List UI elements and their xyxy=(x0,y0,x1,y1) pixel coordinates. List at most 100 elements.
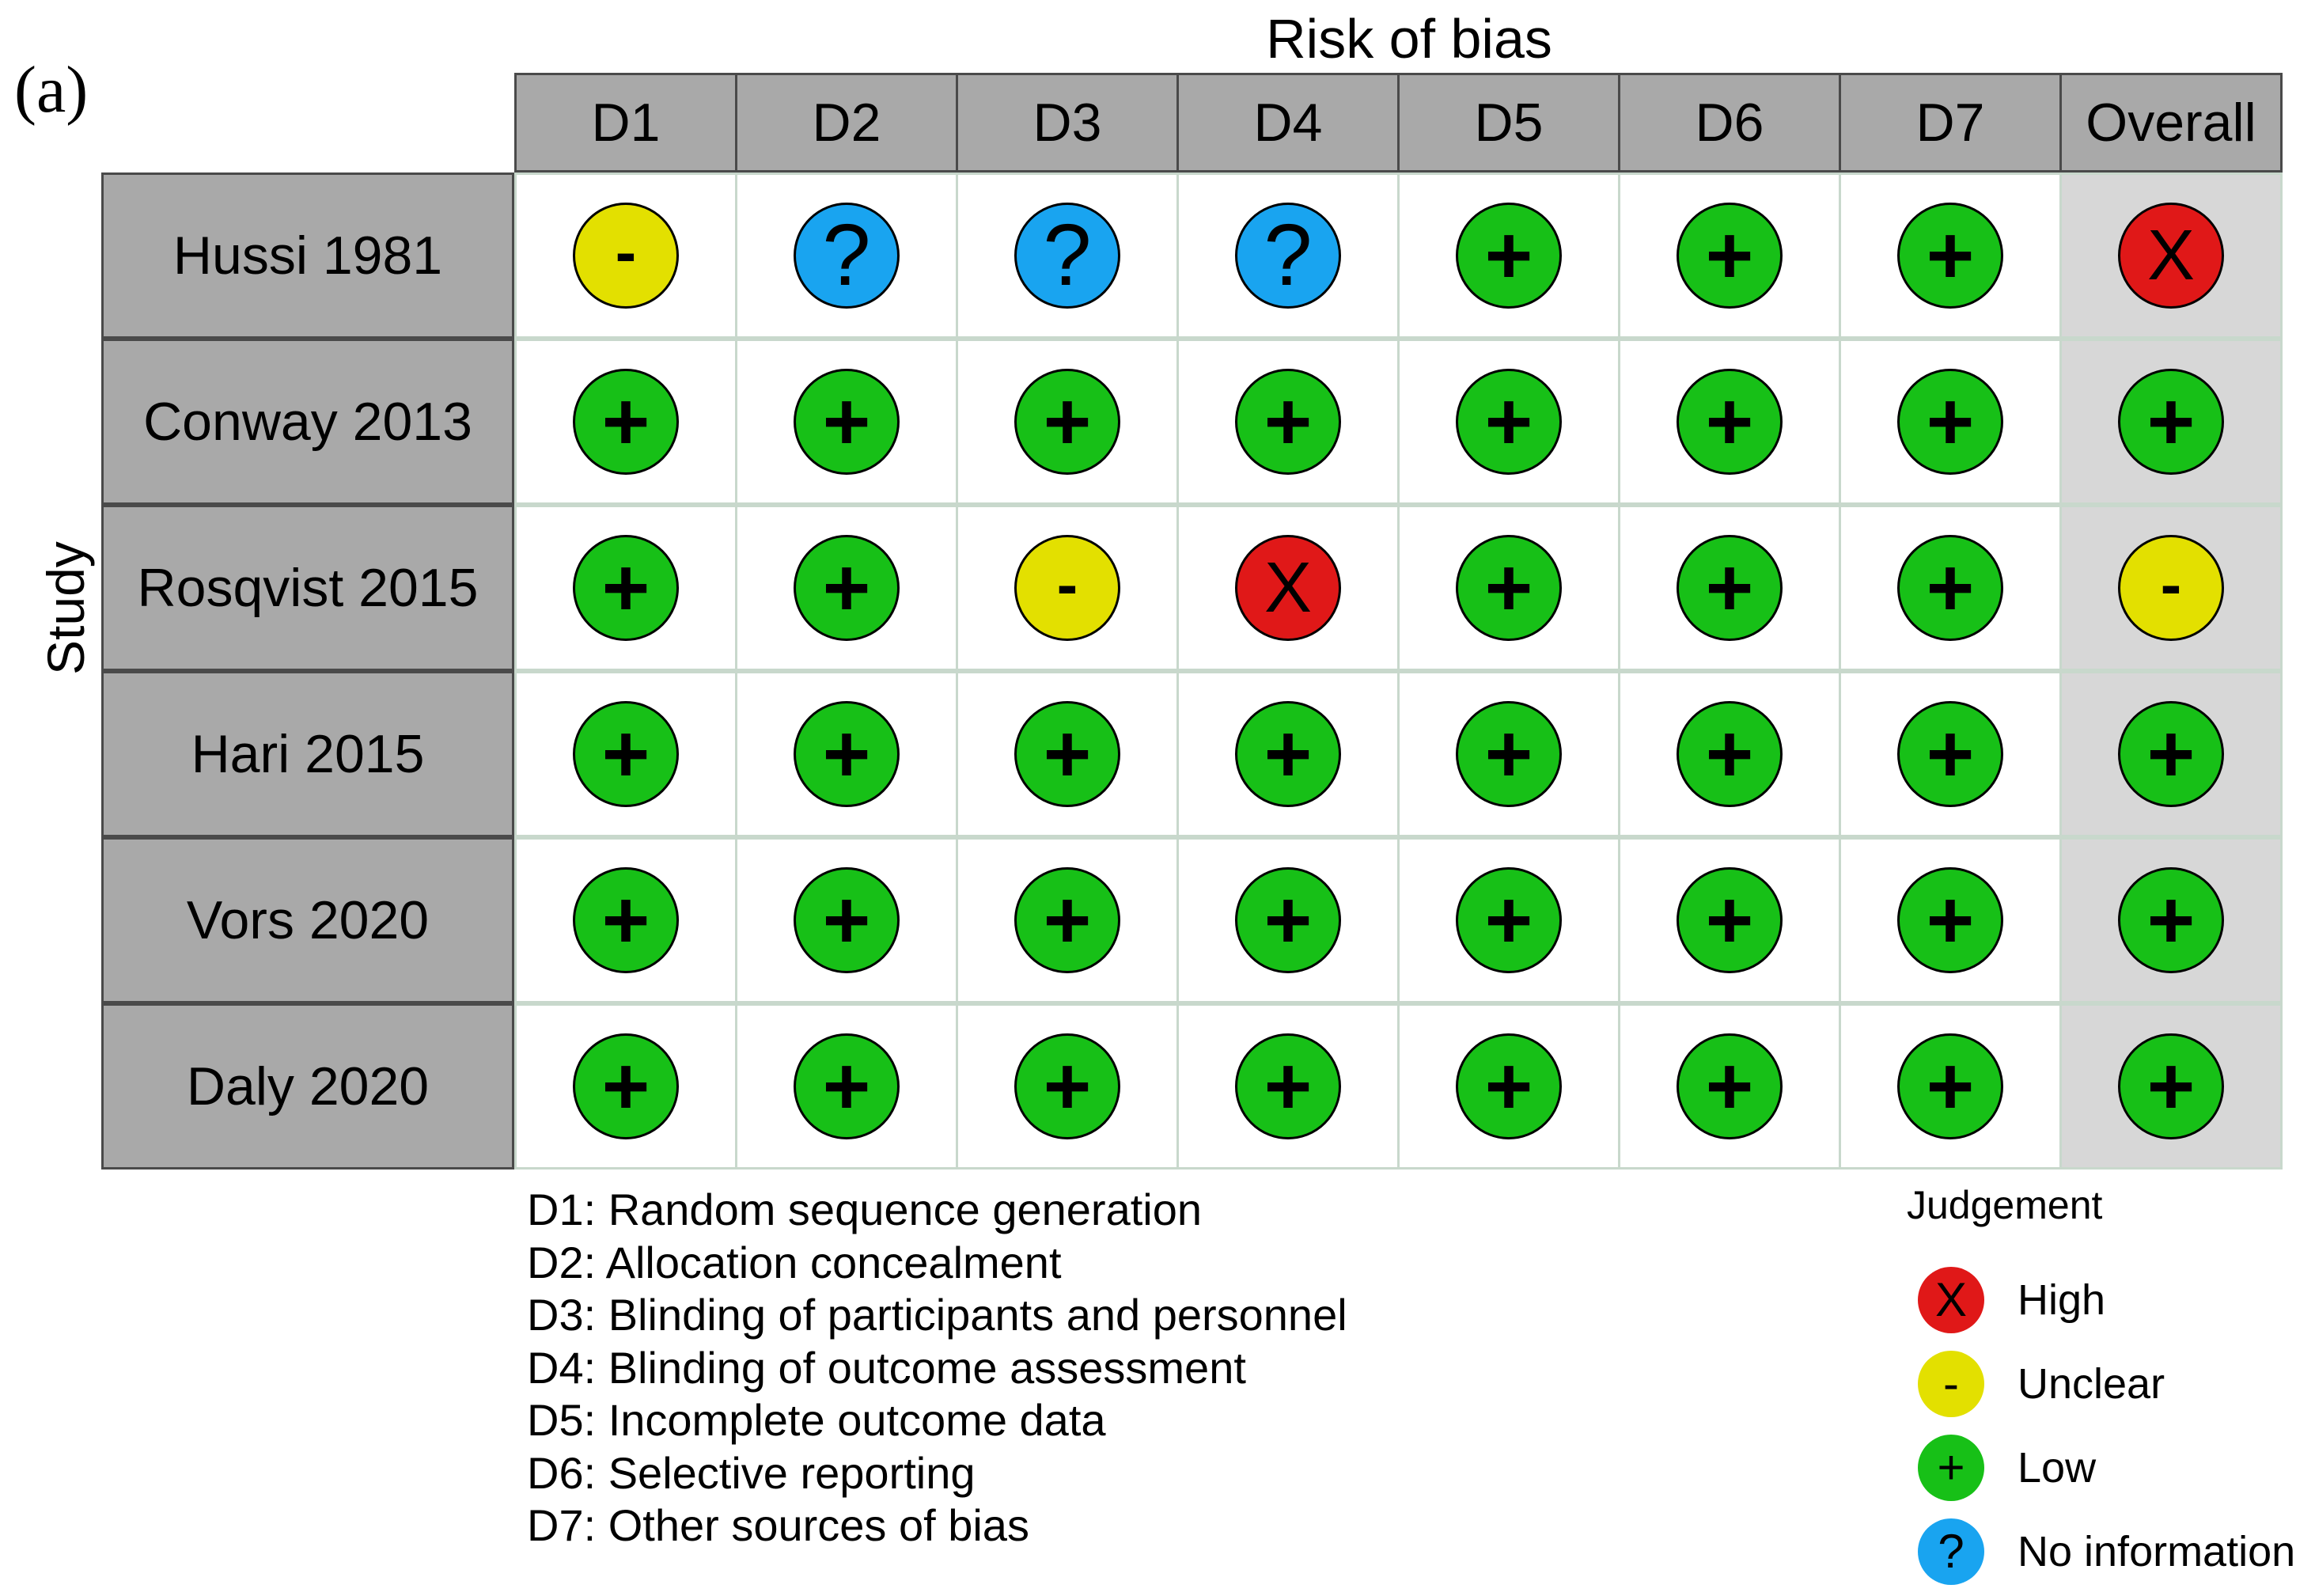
judgement-cell-d1: + xyxy=(514,339,737,505)
low-icon: + xyxy=(1677,867,1783,973)
judgement-cell-d1: + xyxy=(514,1003,737,1170)
low-icon: + xyxy=(794,867,900,973)
low-icon: + xyxy=(1235,369,1341,475)
domain-header-d1: D1 xyxy=(514,73,737,172)
low-icon: + xyxy=(794,535,900,641)
judgement-cell-d2: + xyxy=(735,339,958,505)
low-icon: + xyxy=(794,1033,900,1139)
low-icon: + xyxy=(1677,203,1783,309)
judgement-symbol: + xyxy=(601,542,650,634)
judgement-symbol: + xyxy=(1484,210,1533,301)
judgement-symbol: + xyxy=(2146,874,2196,966)
legend-label-low: Low xyxy=(2018,1444,2097,1492)
judgement-cell-d3: + xyxy=(956,837,1179,1003)
judgement-symbol: + xyxy=(2146,708,2196,800)
judgement-symbol: + xyxy=(1043,708,1092,800)
low-icon: + xyxy=(573,535,679,641)
judgement-symbol: + xyxy=(1705,708,1754,800)
judgement-cell-d5: + xyxy=(1397,837,1620,1003)
judgement-cell-d4: X xyxy=(1176,505,1400,671)
judgement-symbol: ? xyxy=(822,207,871,304)
judgement-cell-d6: + xyxy=(1618,837,1841,1003)
domain-header-row: D1 D2 D3 D4 D5 D6 D7 Overall xyxy=(514,73,2283,172)
judgement-cell-d7: + xyxy=(1839,505,2062,671)
low-icon: + xyxy=(1456,701,1562,807)
noinfo-icon: ? xyxy=(1235,203,1341,309)
judgement-cell-d2: + xyxy=(735,505,958,671)
judgement-cell-d1: + xyxy=(514,671,737,837)
low-icon: + xyxy=(2118,701,2224,807)
judgement-cell-d6: + xyxy=(1618,339,1841,505)
judgement-cell-d5: + xyxy=(1397,671,1620,837)
judgement-symbol: + xyxy=(1264,1041,1313,1132)
low-icon: + xyxy=(573,867,679,973)
definition-d7: D7: Other sources of bias xyxy=(527,1500,1029,1550)
study-row: Vors 2020 + + + + + + + + xyxy=(101,837,2283,1003)
judgement-cell-d7: + xyxy=(1839,172,2062,339)
domain-header-d5: D5 xyxy=(1397,73,1620,172)
judgement-cell-d6: + xyxy=(1618,1003,1841,1170)
judgement-cell-d1: - xyxy=(514,172,737,339)
low-icon: + xyxy=(1456,369,1562,475)
study-row: Daly 2020 + + + + + + + + xyxy=(101,1003,2283,1170)
low-icon: + xyxy=(794,701,900,807)
judgement-symbol: + xyxy=(1043,874,1092,966)
judgement-cell-d2: + xyxy=(735,837,958,1003)
low-icon: + xyxy=(1456,203,1562,309)
judgement-symbol: X xyxy=(1264,548,1313,627)
judgement-symbol: + xyxy=(601,376,650,468)
judgement-symbol: - xyxy=(615,217,637,287)
definition-d4: D4: Blinding of outcome assessment xyxy=(527,1342,1246,1393)
judgement-symbol: + xyxy=(822,1041,871,1132)
domain-definitions: D1: Random sequence generation D2: Alloc… xyxy=(527,1184,1347,1552)
low-icon: + xyxy=(794,369,900,475)
judgement-symbol: + xyxy=(1705,1041,1754,1132)
legend-item-noinfo: ? No information xyxy=(1907,1510,2295,1594)
unclear-icon: - xyxy=(1918,1351,1984,1417)
domain-header-d2: D2 xyxy=(735,73,958,172)
judgement-symbol: X xyxy=(2146,216,2196,295)
judgement-cell-overall: - xyxy=(2059,505,2283,671)
judgement-cell-d3: + xyxy=(956,339,1179,505)
low-icon: + xyxy=(2118,1033,2224,1139)
study-label: Hussi 1981 xyxy=(101,172,514,339)
judgement-cell-d5: + xyxy=(1397,1003,1620,1170)
low-icon: + xyxy=(1235,867,1341,973)
judgement-symbol: + xyxy=(1484,376,1533,468)
low-icon: + xyxy=(2118,867,2224,973)
judgement-cell-d4: ? xyxy=(1176,172,1400,339)
legend-label-high: High xyxy=(2018,1276,2106,1324)
study-label: Daly 2020 xyxy=(101,1003,514,1170)
judgement-symbol: + xyxy=(1264,874,1313,966)
study-row: Conway 2013 + + + + + + + + xyxy=(101,339,2283,505)
low-icon: + xyxy=(1897,867,2003,973)
judgement-cell-d7: + xyxy=(1839,671,2062,837)
low-icon: + xyxy=(573,369,679,475)
judgement-cell-d4: + xyxy=(1176,1003,1400,1170)
judgement-symbol: + xyxy=(1705,376,1754,468)
judgement-symbol: + xyxy=(1043,376,1092,468)
study-label: Conway 2013 xyxy=(101,339,514,505)
legend-item-low: + Low xyxy=(1907,1426,2295,1510)
judgement-symbol: - xyxy=(2160,549,2182,620)
judgement-cell-d6: + xyxy=(1618,172,1841,339)
judgement-symbol: + xyxy=(822,376,871,468)
noinfo-icon: ? xyxy=(1918,1518,1984,1585)
low-icon: + xyxy=(1014,369,1120,475)
judgement-symbol: ? xyxy=(1264,207,1313,304)
judgement-symbol: + xyxy=(1264,376,1313,468)
definition-d3: D3: Blinding of participants and personn… xyxy=(527,1290,1347,1340)
low-icon: + xyxy=(1897,369,2003,475)
low-icon: + xyxy=(573,701,679,807)
low-icon: + xyxy=(1014,1033,1120,1139)
low-icon: + xyxy=(1235,701,1341,807)
domain-header-d7: D7 xyxy=(1839,73,2062,172)
low-icon: + xyxy=(1677,535,1783,641)
low-icon: + xyxy=(1456,1033,1562,1139)
judgement-cell-d1: + xyxy=(514,505,737,671)
definition-d1: D1: Random sequence generation xyxy=(527,1185,1203,1234)
judgement-cell-d3: + xyxy=(956,671,1179,837)
low-icon: + xyxy=(1677,701,1783,807)
judgement-cell-d5: + xyxy=(1397,172,1620,339)
judgement-cell-d4: + xyxy=(1176,339,1400,505)
